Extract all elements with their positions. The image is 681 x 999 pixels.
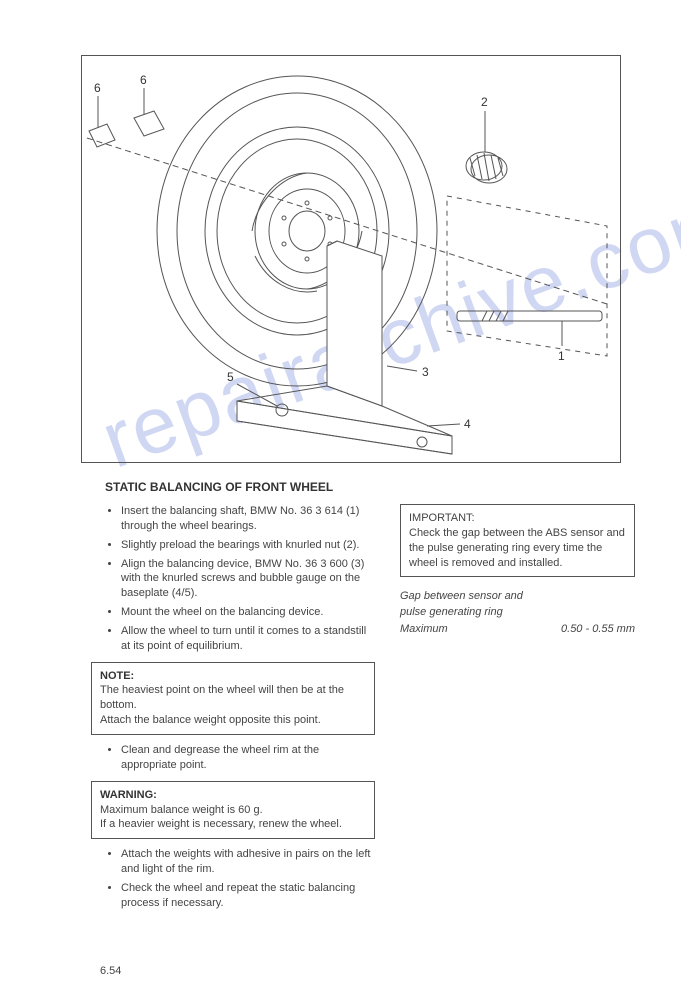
spec-row-value: 0.50 - 0.55 mm [561, 622, 635, 637]
svg-text:1: 1 [558, 349, 565, 363]
svg-text:5: 5 [227, 370, 234, 384]
note-body: The heaviest point on the wheel will the… [100, 684, 344, 726]
bullet-list-3: Attach the weights with adhesive in pair… [105, 847, 375, 910]
section-title: STATIC BALANCING OF FRONT WHEEL [105, 480, 640, 494]
spec-label: Gap between sensor and pulse generating … [400, 589, 635, 620]
svg-text:6: 6 [94, 81, 101, 95]
content-area: STATIC BALANCING OF FRONT WHEEL Insert t… [105, 480, 640, 919]
list-item: Mount the wheel on the balancing device. [121, 605, 375, 620]
exploded-diagram: 2 1 3 4 5 6 6 [81, 55, 621, 463]
spec-block: Gap between sensor and pulse generating … [400, 589, 635, 637]
important-title: IMPORTANT: [409, 512, 475, 524]
list-item: Align the balancing device, BMW No. 36 3… [121, 557, 375, 602]
diagram-svg: 2 1 3 4 5 6 6 [82, 56, 622, 464]
page-number: 6.54 [100, 965, 121, 977]
bullet-list-2: Clean and degrease the wheel rim at the … [105, 743, 375, 773]
spec-row: Maximum 0.50 - 0.55 mm [400, 622, 635, 637]
left-column: Insert the balancing shaft, BMW No. 36 3… [105, 504, 375, 919]
list-item: Insert the balancing shaft, BMW No. 36 3… [121, 504, 375, 534]
spec-row-label: Maximum [400, 622, 448, 637]
list-item: Allow the wheel to turn until it comes t… [121, 624, 375, 654]
right-column: IMPORTANT: Check the gap between the ABS… [400, 504, 635, 919]
two-column-layout: Insert the balancing shaft, BMW No. 36 3… [105, 504, 640, 919]
list-item: Clean and degrease the wheel rim at the … [121, 743, 375, 773]
warning-box: WARNING: Maximum balance weight is 60 g.… [91, 781, 375, 840]
page: repairarchive.com [0, 0, 681, 999]
svg-text:3: 3 [422, 365, 429, 379]
bullet-list-1: Insert the balancing shaft, BMW No. 36 3… [105, 504, 375, 654]
important-body: Check the gap between the ABS sensor and… [409, 527, 625, 569]
important-box: IMPORTANT: Check the gap between the ABS… [400, 504, 635, 577]
warning-body: Maximum balance weight is 60 g. If a hea… [100, 804, 342, 831]
svg-text:2: 2 [481, 95, 488, 109]
note-box: NOTE: The heaviest point on the wheel wi… [91, 662, 375, 735]
list-item: Check the wheel and repeat the static ba… [121, 881, 375, 911]
note-title: NOTE: [100, 670, 134, 682]
list-item: Slightly preload the bearings with knurl… [121, 538, 375, 553]
list-item: Attach the weights with adhesive in pair… [121, 847, 375, 877]
svg-text:4: 4 [464, 417, 471, 431]
warning-title: WARNING: [100, 789, 157, 801]
svg-text:6: 6 [140, 73, 147, 87]
